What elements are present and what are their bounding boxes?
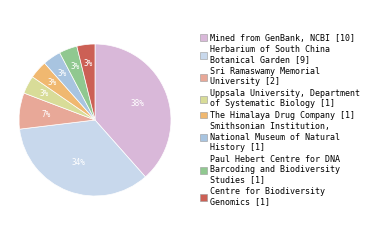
Text: 3%: 3% (48, 78, 57, 87)
Wedge shape (77, 44, 95, 120)
Wedge shape (95, 44, 171, 177)
Text: 34%: 34% (72, 158, 86, 167)
Text: 3%: 3% (58, 69, 67, 78)
Wedge shape (44, 53, 95, 120)
Wedge shape (24, 77, 95, 120)
Wedge shape (32, 63, 95, 120)
Text: 3%: 3% (70, 62, 79, 71)
Text: 38%: 38% (131, 99, 144, 108)
Wedge shape (60, 46, 95, 120)
Legend: Mined from GenBank, NCBI [10], Herbarium of South China
Botanical Garden [9], Sr: Mined from GenBank, NCBI [10], Herbarium… (198, 32, 362, 208)
Wedge shape (19, 120, 146, 196)
Text: 3%: 3% (40, 89, 49, 98)
Text: 7%: 7% (41, 109, 51, 119)
Wedge shape (19, 93, 95, 129)
Text: 3%: 3% (84, 59, 93, 68)
